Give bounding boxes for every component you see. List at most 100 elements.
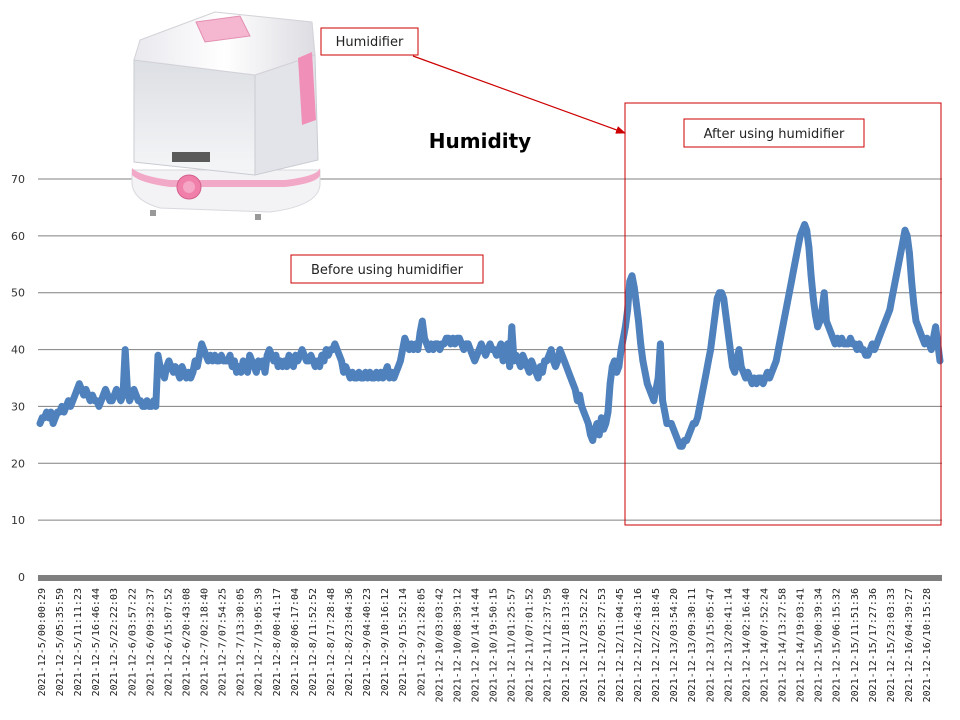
data-point	[534, 374, 542, 382]
data-point	[637, 340, 645, 348]
x-tick-label: 2021-12-16/04:39:27	[904, 588, 915, 702]
data-point	[595, 431, 603, 439]
data-point	[154, 351, 162, 359]
data-point	[104, 391, 112, 399]
x-tick-label: 2021-12-9/21:28:05	[416, 588, 427, 696]
data-point	[226, 351, 234, 359]
data-point	[285, 351, 293, 359]
data-point	[521, 357, 529, 365]
data-point	[366, 368, 374, 376]
x-tick-label: 2021-12-6/03:57:22	[127, 588, 138, 696]
data-point	[353, 374, 361, 382]
data-point	[49, 419, 57, 428]
data-point	[514, 357, 522, 365]
data-point	[571, 385, 579, 393]
data-point	[807, 272, 815, 280]
data-point	[696, 402, 704, 411]
data-point	[287, 357, 295, 365]
data-point	[652, 385, 660, 393]
data-point	[335, 351, 343, 359]
data-point	[263, 351, 271, 359]
x-tick-label: 2021-12-10/19:50:15	[489, 588, 500, 702]
data-point	[460, 345, 468, 354]
data-point	[554, 357, 562, 365]
data-point	[364, 374, 372, 382]
data-point	[208, 357, 217, 365]
data-point	[820, 289, 828, 297]
data-point	[643, 380, 651, 388]
data-point	[543, 357, 551, 365]
data-point	[599, 425, 608, 433]
data-point	[180, 368, 188, 376]
data-point	[359, 374, 367, 382]
x-tick-label: 2021-12-9/15:52:14	[398, 588, 409, 696]
data-point	[829, 334, 837, 342]
data-point	[624, 306, 632, 314]
data-point	[468, 351, 477, 359]
data-point	[75, 380, 83, 388]
data-point	[589, 436, 597, 445]
data-point	[296, 351, 304, 359]
data-point	[187, 374, 195, 382]
data-point	[768, 368, 776, 376]
data-point	[152, 402, 160, 411]
data-point	[291, 351, 300, 359]
data-point	[427, 340, 435, 348]
x-tick-label: 2021-12-12/11:04:45	[615, 588, 626, 702]
y-tick-label: 30	[11, 400, 25, 413]
data-point	[545, 351, 553, 359]
data-point	[626, 277, 634, 285]
data-point	[565, 368, 573, 376]
data-point	[866, 345, 874, 354]
data-point	[473, 351, 481, 359]
data-point	[125, 397, 134, 405]
data-point	[193, 363, 201, 371]
y-tick-label: 10	[11, 514, 25, 527]
data-point	[824, 323, 833, 331]
data-point	[355, 368, 363, 376]
data-point	[731, 368, 739, 376]
data-point	[728, 363, 737, 371]
data-point	[615, 363, 623, 371]
x-tick-label: 2021-12-13/20:41:14	[723, 588, 734, 702]
data-point	[117, 397, 125, 405]
data-point	[903, 232, 911, 240]
data-point	[344, 368, 352, 376]
data-point	[372, 368, 381, 376]
data-point	[477, 340, 485, 348]
data-point	[383, 363, 391, 371]
x-tick-label: 2021-12-6/20:43:08	[181, 588, 192, 696]
y-tick-label: 20	[11, 457, 25, 470]
data-point	[414, 345, 422, 354]
data-point	[272, 351, 280, 359]
data-point	[444, 334, 453, 342]
data-point	[602, 419, 610, 428]
data-point	[591, 425, 599, 433]
x-tick-label: 2021-12-11/12:37:59	[543, 588, 554, 702]
data-point	[875, 334, 883, 342]
data-point	[497, 340, 505, 348]
data-point	[475, 345, 483, 354]
data-point	[516, 363, 525, 371]
x-tick-label: 2021-12-15/17:27:36	[868, 588, 879, 702]
x-tick-label: 2021-12-13/03:54:20	[669, 588, 680, 702]
data-point	[374, 374, 383, 382]
data-point	[123, 385, 131, 393]
data-point	[466, 345, 474, 354]
data-point	[233, 368, 241, 376]
x-tick-label: 2021-12-16/10:15:28	[922, 588, 933, 702]
data-point	[495, 345, 503, 354]
data-point	[739, 368, 747, 376]
data-point	[792, 255, 800, 263]
data-point	[248, 357, 256, 365]
data-point	[698, 391, 706, 399]
data-point	[329, 345, 337, 354]
x-tick-label: 2021-12-8/23:04:36	[344, 588, 355, 696]
humidifier-arrow	[412, 55, 626, 134]
data-point	[547, 345, 555, 354]
data-point	[215, 357, 223, 365]
data-point	[936, 357, 944, 365]
data-point	[512, 351, 520, 359]
data-point	[912, 317, 920, 325]
before-annotation: Before using humidifier	[290, 254, 484, 284]
